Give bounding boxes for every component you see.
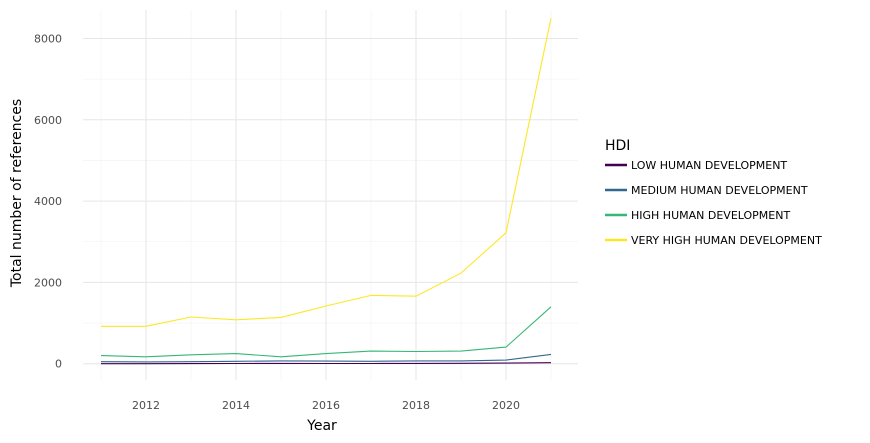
x-tick-label: 2012: [132, 399, 160, 412]
y-tick-label: 4000: [34, 195, 62, 208]
legend: HDI LOW HUMAN DEVELOPMENT MEDIUM HUMAN DE…: [605, 138, 822, 247]
grid: [83, 10, 578, 380]
y-tick-label: 0: [55, 358, 62, 371]
x-axis-ticks: 2012 2014 2016 2018 2020: [132, 399, 520, 412]
series-lines: [100, 17, 552, 365]
series-line: [100, 353, 552, 363]
legend-label: VERY HIGH HUMAN DEVELOPMENT: [631, 234, 822, 247]
y-tick-label: 2000: [34, 276, 62, 289]
series-line: [101, 17, 552, 327]
x-axis-title: Year: [306, 418, 337, 434]
y-tick-label: 6000: [34, 114, 62, 127]
x-tick-label: 2020: [492, 399, 520, 412]
x-tick-label: 2014: [222, 399, 250, 412]
legend-title: HDI: [605, 138, 630, 154]
series-line: [101, 362, 552, 365]
y-axis-ticks: 0 2000 4000 6000 8000: [34, 32, 62, 370]
y-axis-title: Total number of references: [9, 99, 25, 288]
y-tick-label: 8000: [34, 32, 62, 45]
series-line: [100, 306, 552, 358]
legend-label: MEDIUM HUMAN DEVELOPMENT: [631, 184, 808, 197]
legend-label: LOW HUMAN DEVELOPMENT: [631, 159, 787, 172]
legend-label: HIGH HUMAN DEVELOPMENT: [631, 209, 790, 222]
x-tick-label: 2016: [312, 399, 340, 412]
x-tick-label: 2018: [402, 399, 430, 412]
